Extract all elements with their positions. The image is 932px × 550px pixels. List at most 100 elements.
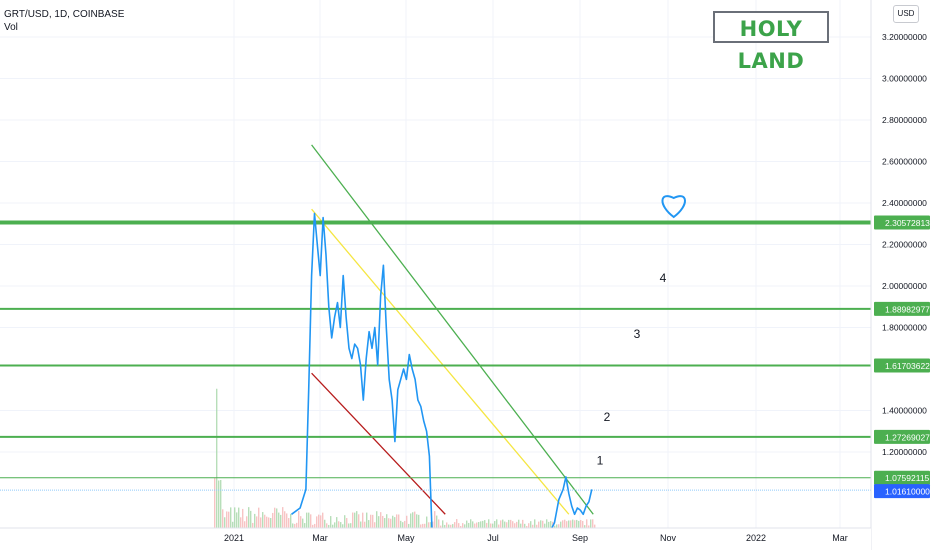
volume-bar [234,507,236,528]
y-tick-label: 3.00000000 [882,74,927,84]
volume-bar [308,512,310,528]
volume-bar [294,523,296,528]
volume-bar [270,518,272,528]
volume-bar [554,525,556,528]
volume-bar [452,524,454,528]
volume-bar [476,522,478,528]
x-tick-label: Mar [832,533,848,543]
volume-bar [214,477,216,528]
volume-bar [588,525,590,528]
level-price-label: 1.61703622 [885,361,930,371]
y-tick-label: 1.40000000 [882,406,927,416]
volume-bar [556,524,558,528]
trendline[interactable] [311,144,594,515]
volume-bar [344,515,346,528]
volume-bar [238,507,240,528]
volume-bar [498,524,500,528]
volume-bar [274,507,276,528]
y-tick-label: 3.20000000 [882,32,927,42]
volume-bar [230,507,232,528]
y-tick-label: 1.20000000 [882,447,927,457]
volume-bar [584,525,586,528]
volume-bar [252,522,254,528]
volume-bar [262,512,264,528]
volume-bar [432,521,434,528]
volume-bar [226,511,228,528]
volume-bar [250,510,252,528]
volume-bar [426,516,428,528]
level-price-tag [874,429,930,444]
volume-bar [276,508,278,528]
volume-bar [232,521,234,528]
volume-bar [334,522,336,528]
price-series-line[interactable] [291,212,593,550]
volume-bar [538,521,540,528]
volume-bar [564,519,566,528]
volume-bar [216,388,218,528]
volume-bar [272,512,274,528]
volume-bar [368,520,370,528]
volume-bar [264,514,266,528]
volume-bar [436,515,438,528]
volume-bar [292,523,294,528]
volume-bar [410,513,412,528]
volume-bar [420,524,422,528]
volume-bar [372,514,374,528]
heart-icon[interactable] [661,195,686,219]
volume-bar [454,522,456,528]
volume-bar [400,520,402,528]
volume-bar [244,521,246,528]
y-tick-label: 2.60000000 [882,157,927,167]
x-tick-label: Sep [572,533,588,543]
trendline[interactable] [311,208,570,515]
volume-bar [448,524,450,528]
volume-bar [340,522,342,528]
volume-label[interactable]: Vol [4,22,18,33]
volume-bar [236,512,238,528]
zone-number: 2 [604,410,611,424]
volume-bar [580,519,582,528]
volume-bar [278,512,280,528]
volume-bar [256,516,258,528]
volume-bar [286,513,288,528]
volume-bar [218,480,220,528]
zone-number: 1 [597,453,604,467]
volume-bar [500,520,502,528]
y-tick-label: 2.20000000 [882,240,927,250]
volume-bar [504,521,506,528]
volume-bar [364,521,366,528]
volume-bar [574,520,576,528]
volume-bar [484,520,486,528]
volume-bar [444,524,446,528]
volume-bar [522,519,524,528]
symbol-info[interactable]: GRT/USD, 1D, COINBASE [4,9,125,20]
volume-bar [384,518,386,528]
volume-bar [430,522,432,528]
currency-button[interactable]: USD [893,5,919,23]
level-price-label: 2.30572813 [885,218,930,228]
volume-bar [268,517,270,528]
volume-bar [496,519,498,528]
volume-bar [572,519,574,528]
level-price-label: 1.07592115 [885,473,930,483]
volume-bar [568,520,570,528]
volume-bar [310,514,312,528]
volume-bar [248,507,250,528]
volume-bar [590,519,592,528]
time-axis[interactable] [0,528,871,550]
volume-bar [406,515,408,528]
volume-bar [316,516,318,528]
trendline[interactable] [311,372,446,515]
volume-bar [220,480,222,528]
volume-bar [434,511,436,528]
x-tick-label: Nov [660,533,677,543]
volume-bar [366,512,368,528]
volume-bar [416,514,418,528]
volume-bar [298,511,300,528]
volume-bar [560,521,562,528]
volume-bar [456,519,458,528]
price-axis[interactable] [871,0,932,550]
level-price-tag [874,358,930,373]
volume-bar [382,515,384,528]
